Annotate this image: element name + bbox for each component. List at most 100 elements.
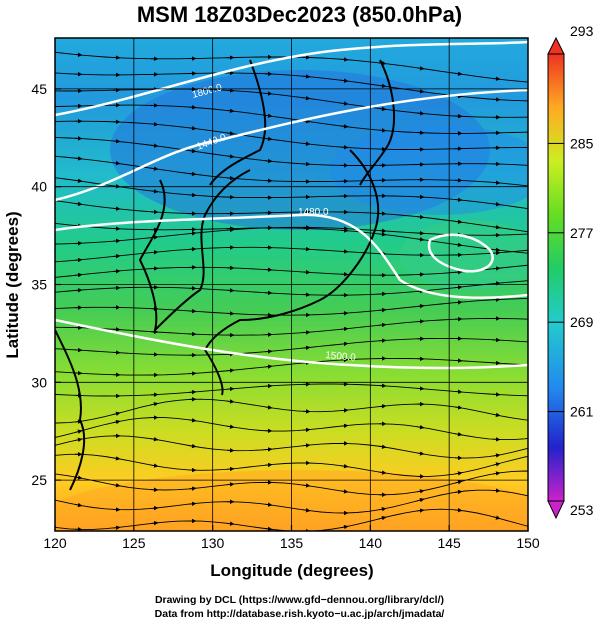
wind-arrow [492, 224, 501, 230]
wind-arrow [378, 307, 387, 313]
wind-arrow [264, 349, 273, 354]
credit-line-dcl: Drawing by DCL (https://www.gfd−dennou.o… [154, 594, 445, 606]
x-axis-ticks: 120 125 130 135 140 145 150 [43, 525, 540, 551]
wind-arrow [226, 482, 235, 487]
colorbar-bottom-arrow [547, 500, 565, 520]
wind-arrow [454, 269, 463, 275]
wind-arrow [302, 345, 311, 351]
wind-arrow [188, 231, 197, 236]
wind-arrow [492, 412, 501, 418]
streamline [55, 435, 528, 459]
contours [55, 40, 528, 370]
wind-arrow [74, 201, 83, 207]
wind-arrow [454, 242, 463, 248]
cold-air-region [110, 70, 490, 230]
wind-arrow [378, 470, 387, 475]
wind-arrow [454, 480, 463, 485]
wind-arrow [188, 443, 197, 449]
y-tick-label: 40 [31, 179, 47, 195]
wind-arrow [74, 429, 83, 434]
wind-arrow [74, 288, 83, 293]
wind-arrow [416, 508, 425, 513]
wind-arrow [340, 463, 349, 469]
wind-arrow [340, 101, 349, 106]
wind-arrow [454, 71, 463, 76]
wind-arrow [188, 501, 197, 507]
wind-arrow [454, 507, 463, 513]
wind-arrow [74, 257, 83, 263]
wind-arrow [416, 319, 425, 324]
wind-arrow [264, 502, 273, 507]
wind-arrow [226, 227, 235, 233]
wind-arrow [188, 148, 197, 154]
streamline [55, 317, 528, 336]
y-tick-label: 45 [31, 81, 47, 97]
wind-arrow [340, 57, 349, 62]
wind-arrow [378, 404, 387, 409]
wind-arrow [340, 524, 349, 530]
wind-arrow [302, 74, 311, 79]
streamline [55, 200, 528, 233]
wind-arrow [112, 483, 121, 488]
wind-arrow [150, 121, 159, 127]
wind-arrow [416, 386, 425, 391]
colorbar: 293 285 277 269 261 253 [547, 23, 594, 520]
wind-arrow [378, 322, 387, 328]
wind-arrow [492, 247, 501, 253]
wind-arrow [112, 160, 121, 166]
wind-arrow [378, 232, 387, 237]
streamline [55, 137, 528, 166]
colorbar-top-arrow [547, 36, 565, 55]
streamline [55, 222, 528, 254]
cold-air-region-east [330, 125, 528, 215]
wind-arrow [378, 83, 387, 89]
wind-arrow [340, 326, 349, 332]
wind-arrow [264, 526, 273, 531]
contour-label-1480: 1480.0 [298, 207, 329, 218]
wind-arrow [264, 91, 273, 96]
wind-arrow [416, 237, 425, 242]
wind-arrow [302, 427, 311, 433]
grid-lines [55, 38, 528, 531]
wind-arrow [454, 389, 463, 394]
wind-arrow [112, 456, 121, 461]
wind-arrow [340, 124, 349, 129]
x-tick-label: 135 [280, 535, 304, 551]
wind-arrow [264, 447, 273, 452]
wind-arrow [74, 52, 83, 57]
map-title: MSM 18Z03Dec2023 (850.0hPa) [136, 2, 463, 27]
wind-arrow [492, 201, 501, 207]
wind-arrow [454, 285, 463, 290]
x-tick-label: 150 [516, 535, 540, 551]
wind-arrow [112, 268, 121, 274]
wind-arrow [74, 272, 83, 278]
wind-arrow [226, 466, 235, 472]
y-axis-ticks: 25 30 35 40 45 [31, 81, 61, 488]
china-coastline [55, 329, 86, 491]
wind-arrow [454, 197, 463, 203]
wind-arrow [416, 497, 425, 503]
wind-arrow [74, 437, 83, 443]
wind-arrow [492, 515, 501, 520]
colorbar-tick-label: 293 [570, 23, 594, 39]
streamlines [55, 51, 528, 531]
wind-arrow [416, 424, 425, 430]
wind-arrow [454, 489, 463, 495]
wind-arrow [416, 489, 425, 494]
korea-coastline [138, 169, 251, 334]
wind-arrow [492, 76, 501, 82]
wind-arrow [416, 451, 425, 456]
wind-arrow [226, 386, 235, 392]
colorbar-tick-label: 253 [570, 502, 594, 518]
contour-1800 [55, 40, 528, 117]
wind-arrow [492, 453, 501, 458]
wind-arrow [188, 105, 197, 110]
wind-arrow [150, 436, 159, 442]
wind-arrow [454, 300, 463, 305]
wind-arrow [150, 166, 159, 171]
wind-arrow [302, 330, 311, 335]
kyushu-coastline [204, 349, 224, 396]
credit-line-data: Data from http://database.rish.kyoto−u.a… [154, 608, 445, 620]
wind-arrow [378, 128, 387, 133]
